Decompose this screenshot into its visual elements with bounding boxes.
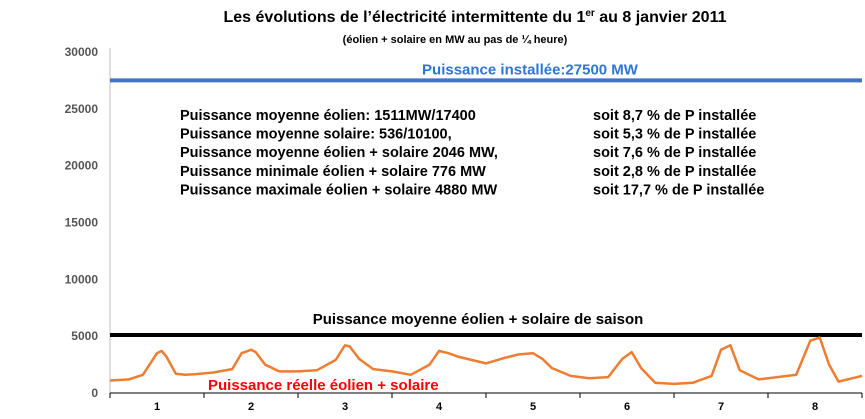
y-tick-label: 15000 (65, 216, 99, 230)
reference-lines (110, 78, 862, 338)
stat-label: Puissance moyenne éolien + solaire 2046 … (180, 145, 498, 161)
x-tick-label: 7 (718, 401, 724, 413)
y-tick-label: 5000 (71, 329, 98, 343)
actual-power-label: Puissance réelle éolien + solaire (208, 377, 439, 394)
stat-share: soit 17,7 % de P installée (593, 182, 764, 198)
x-tick-label: 3 (342, 401, 348, 413)
y-tick-label: 10000 (65, 272, 99, 286)
y-tick-label: 0 (91, 386, 98, 400)
stat-label: Puissance moyenne solaire: 536/10100, (180, 127, 452, 143)
chart-title: Les évolutions de l’électricité intermit… (224, 8, 727, 26)
x-tick-label: 8 (812, 401, 818, 413)
stat-label: Puissance maximale éolien + solaire 4880… (180, 182, 497, 198)
stat-share: soit 7,6 % de P installée (593, 145, 756, 161)
x-tick-label: 4 (436, 401, 443, 413)
x-tick-label: 1 (154, 401, 160, 413)
annotation-block: Puissance moyenne éolien: 1511MW/17400 so… (180, 108, 764, 198)
x-tick-label: 2 (248, 401, 254, 413)
x-tick-label: 6 (624, 401, 630, 413)
chart-subtitle: (éolien + solaire en MW au pas de ¼ heur… (343, 34, 568, 46)
y-tick-label: 20000 (65, 159, 99, 173)
stat-share: soit 8,7 % de P installée (593, 108, 756, 124)
x-axis: 1 2 3 4 5 6 7 8 (109, 392, 863, 413)
series-line-actual-power (109, 336, 863, 386)
installed-capacity-label: Puissance installée:27500 MW (422, 61, 639, 78)
series-layer (109, 336, 863, 386)
stat-share: soit 5,3 % de P installée (593, 127, 756, 143)
y-tick-label: 25000 (65, 102, 99, 116)
stat-share: soit 2,8 % de P installée (593, 164, 756, 180)
seasonal-average-label: Puissance moyenne éolien + solaire de sa… (313, 311, 644, 328)
x-tick-label: 5 (530, 401, 536, 413)
stat-label: Puissance moyenne éolien: 1511MW/17400 (180, 108, 476, 124)
stat-label: Puissance minimale éolien + solaire 776 … (180, 164, 486, 180)
y-axis: 0 5000 10000 15000 20000 25000 30000 (65, 45, 111, 400)
y-tick-label: 30000 (65, 45, 99, 59)
